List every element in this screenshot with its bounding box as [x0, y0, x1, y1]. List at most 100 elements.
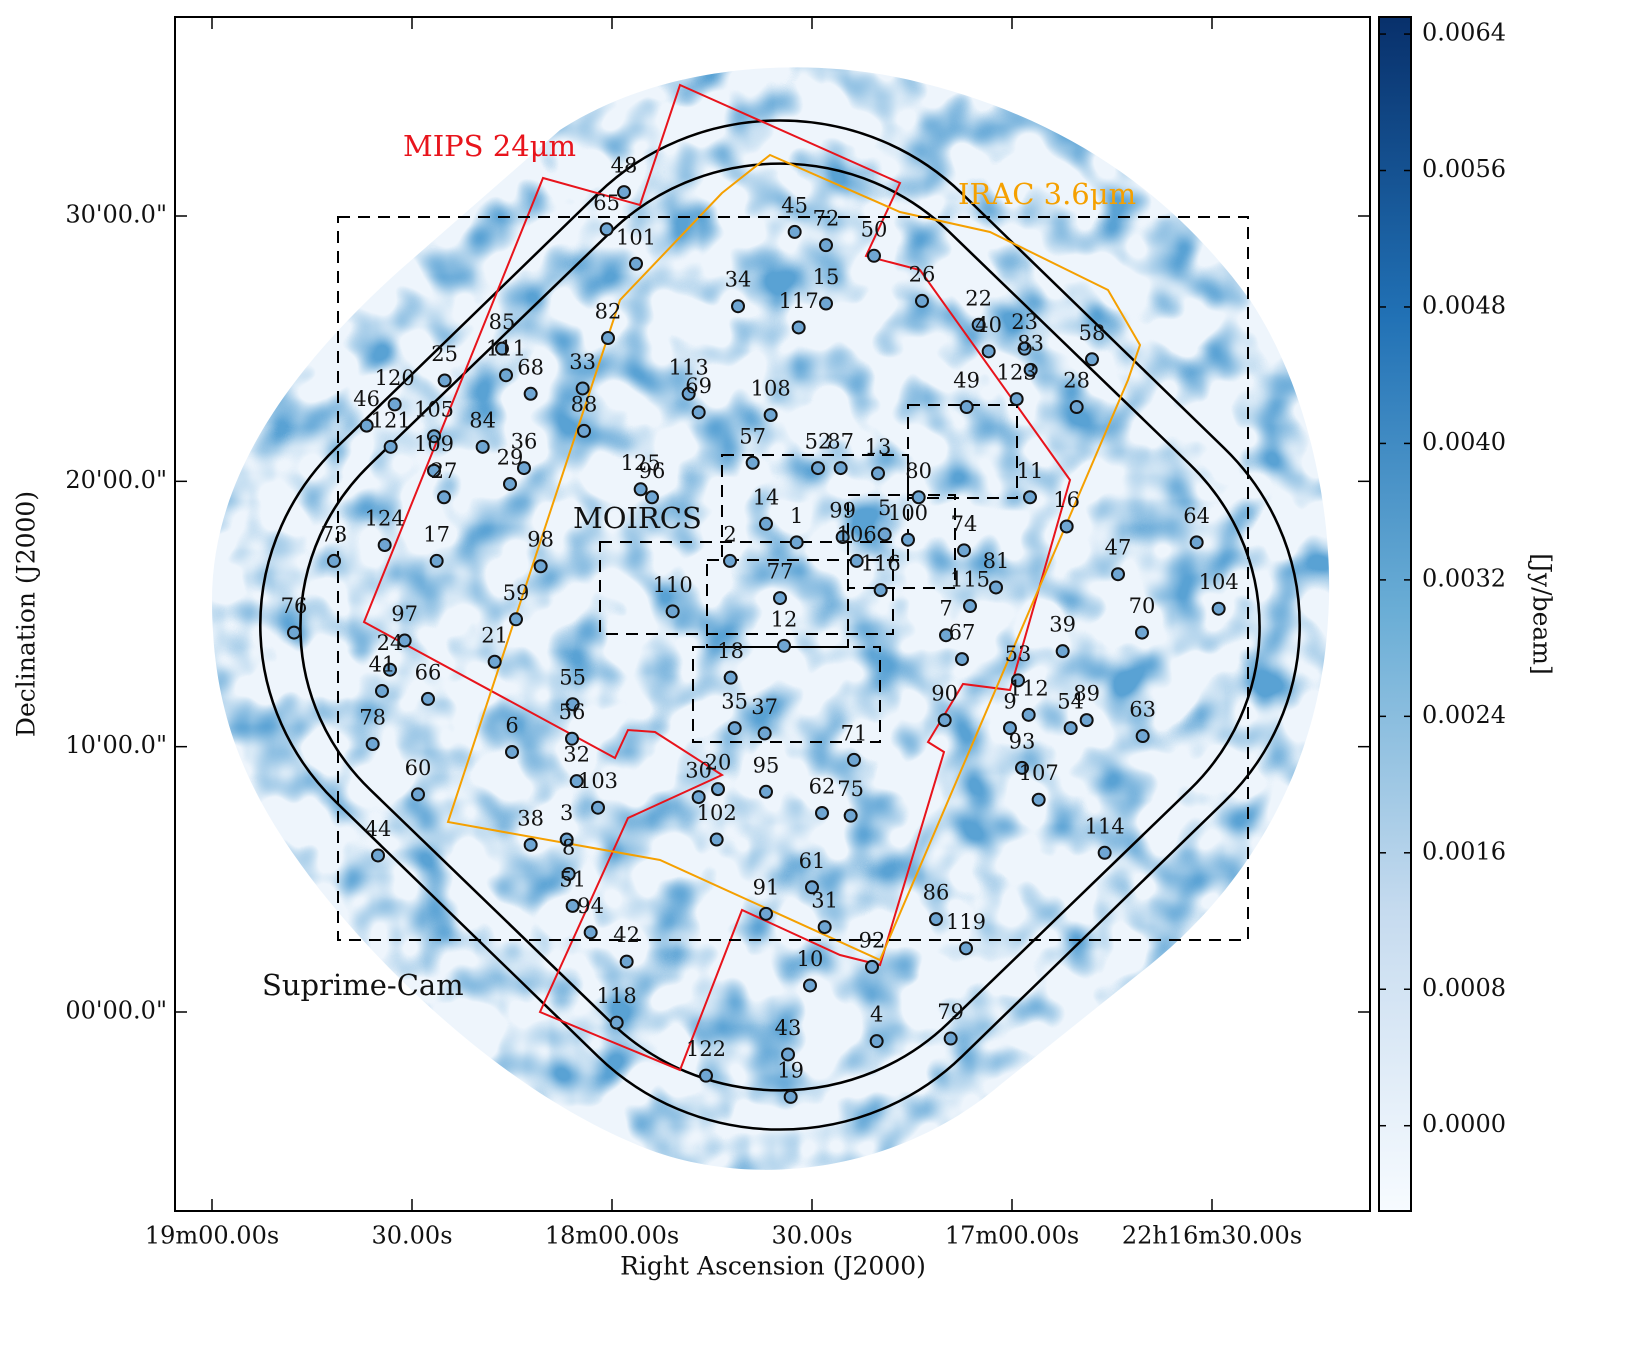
source-marker: [665, 604, 680, 619]
source-label: 55: [559, 666, 586, 690]
source-label: 54: [1057, 690, 1084, 714]
source-marker: [901, 532, 915, 547]
source-marker: [383, 439, 398, 454]
source-marker: [865, 959, 879, 974]
source-marker: [1111, 567, 1125, 582]
source-label: 108: [751, 377, 791, 401]
source-label: 57: [739, 424, 766, 448]
colorbar-tick-label: 0.0032: [1422, 564, 1506, 592]
source-label: 112: [1009, 676, 1049, 700]
annotation: MIPS 24μm: [403, 129, 576, 163]
source-label: 90: [931, 682, 958, 706]
y-tick-label: 00'00.0": [65, 997, 167, 1025]
colorbar-tick-label: 0.0048: [1422, 291, 1506, 319]
source-label: 118: [597, 984, 637, 1008]
source-label: 18: [717, 639, 744, 663]
source-label: 3: [560, 801, 573, 825]
colorbar-tick-label: 0.0040: [1422, 428, 1506, 456]
source-label: 2: [723, 522, 736, 546]
source-label: 100: [888, 501, 928, 525]
y-tick-label: 10'00.0": [65, 731, 167, 759]
source-marker: [287, 625, 301, 640]
source-marker: [1097, 845, 1112, 860]
source-label: 74: [951, 512, 978, 536]
source-label: 4: [870, 1003, 883, 1027]
source-marker: [645, 490, 659, 505]
source-label: 1: [790, 504, 803, 528]
source-marker: [783, 1089, 798, 1104]
source-marker: [577, 423, 591, 438]
source-marker: [599, 222, 614, 237]
source-marker: [989, 580, 1003, 595]
source-label: 63: [1129, 698, 1156, 722]
source-label: 78: [359, 706, 386, 730]
source-label: 83: [1017, 331, 1044, 355]
source-label: 10: [797, 947, 824, 971]
source-label: 121: [371, 408, 411, 432]
source-marker: [411, 787, 425, 802]
mips-footprint: [362, 83, 1072, 1072]
source-label: 43: [775, 1016, 802, 1040]
source-label: 46: [353, 387, 380, 411]
source-label: 96: [639, 459, 666, 483]
source-marker: [421, 691, 435, 706]
source-marker: [495, 341, 509, 356]
source-label: 44: [365, 817, 392, 841]
source-label: 119: [946, 910, 986, 934]
source-label: 93: [1009, 729, 1036, 753]
source-marker: [957, 543, 971, 558]
colorbar-tick-label: 0.0056: [1422, 155, 1506, 183]
source-marker: [763, 408, 778, 422]
source-marker: [805, 880, 819, 895]
x-tick-label: 17m00.00s: [945, 1222, 1079, 1250]
source-marker: [327, 553, 341, 568]
source-marker: [1211, 601, 1226, 616]
source-marker: [359, 418, 374, 433]
source-marker: [833, 461, 848, 476]
source-marker: [365, 737, 380, 752]
source-marker: [943, 1031, 958, 1046]
source-marker: [929, 912, 943, 927]
source-label: 109: [414, 432, 454, 456]
source-marker: [803, 978, 817, 993]
source-label: 99: [829, 499, 856, 523]
source-marker: [1017, 341, 1032, 356]
source-label: 87: [827, 430, 854, 454]
source-label: 7: [939, 597, 952, 621]
source-label: 85: [489, 310, 516, 334]
source-marker: [873, 583, 888, 598]
source-marker: [959, 941, 973, 956]
source-label: 105: [414, 398, 454, 422]
source-label: 50: [861, 217, 888, 241]
source-label: 75: [837, 777, 864, 801]
source-marker: [1079, 713, 1094, 728]
source-marker: [759, 784, 773, 799]
source-marker: [915, 293, 929, 308]
source-label: 24: [377, 631, 404, 655]
source-marker: [877, 527, 892, 542]
source-marker: [723, 670, 738, 685]
source-marker: [427, 463, 441, 478]
source-marker: [1189, 535, 1204, 550]
x-tick-label: 30.00s: [371, 1222, 452, 1250]
source-label: 59: [503, 581, 530, 605]
source-marker: [427, 429, 441, 444]
source-label: 58: [1079, 321, 1106, 345]
source-label: 92: [859, 928, 886, 952]
source-label: 117: [779, 289, 819, 313]
source-marker: [731, 299, 745, 314]
source-marker: [583, 925, 598, 940]
source-marker: [1063, 721, 1078, 736]
source-marker: [835, 530, 850, 545]
source-label: 11: [1017, 459, 1044, 483]
source-label: 20: [705, 751, 732, 775]
source-label: 52: [805, 430, 832, 454]
source-marker: [745, 455, 760, 470]
source-label: 114: [1085, 814, 1125, 838]
source-label: 91: [753, 875, 780, 899]
source-label: 61: [799, 849, 826, 873]
source-label: 81: [983, 549, 1010, 573]
source-label: 89: [1073, 682, 1100, 706]
source-marker: [723, 553, 737, 568]
